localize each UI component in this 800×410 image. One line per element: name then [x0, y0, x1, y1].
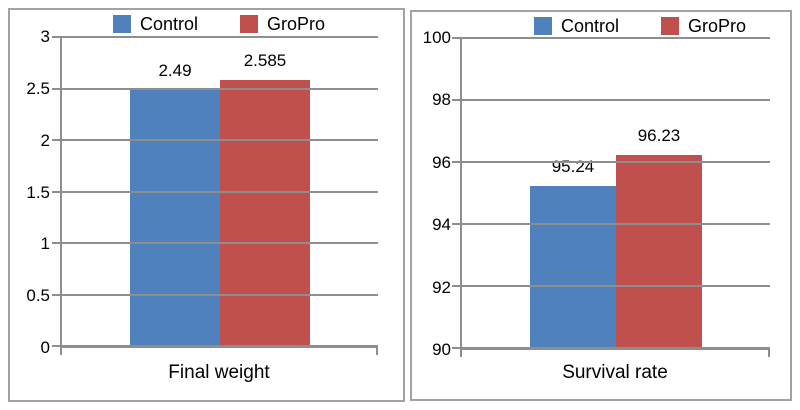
bar-group: 95.24 96.23 — [530, 38, 702, 348]
bar-gropro: 96.23 — [616, 38, 702, 348]
gridline — [452, 161, 770, 163]
gridline — [452, 37, 770, 39]
bar-rect — [130, 89, 220, 346]
x-axis-tick — [460, 350, 462, 357]
gridline — [452, 223, 770, 225]
y-tick-label: 2.5 — [26, 78, 50, 98]
gridline — [52, 87, 378, 90]
plot-area: 2.49 2.585 — [52, 36, 378, 355]
legend-item-control: Control — [533, 16, 619, 36]
y-tick-label: 100 — [422, 28, 451, 47]
legend-item-gropro: GroPro — [240, 15, 325, 33]
y-tick-label: 2 — [40, 130, 50, 150]
y-tick-label: 0.5 — [26, 286, 50, 306]
y-tick-label: 94 — [432, 215, 451, 235]
plot-area: 95.24 96.23 — [452, 37, 770, 357]
legend-label-gropro: GroPro — [267, 14, 326, 34]
data-label: 2.49 — [158, 60, 192, 80]
y-tick-label: 1.5 — [26, 182, 50, 202]
gridline — [452, 347, 770, 349]
y-tick-label: 96 — [432, 152, 451, 172]
bar-gropro: 2.585 — [220, 37, 310, 346]
y-tick-label: 98 — [432, 90, 451, 110]
legend-swatch-gropro — [240, 15, 258, 33]
legend-label-control: Control — [139, 14, 198, 34]
gridline — [52, 190, 378, 193]
bar-rect — [220, 79, 310, 346]
legend: Control GroPro — [60, 11, 378, 37]
data-label: 2.585 — [243, 50, 287, 70]
data-label: 96.23 — [637, 125, 681, 145]
gridline — [452, 285, 770, 287]
gridline — [52, 36, 378, 38]
gridline — [52, 139, 378, 142]
legend: Control GroPro — [460, 13, 770, 39]
bar-rect — [530, 185, 616, 348]
legend-swatch-control — [112, 15, 131, 33]
survival-rate-chart-panel: Control GroPro 100 98 96 94 92 90 95.24 96.23 … — [410, 10, 792, 401]
x-axis-tick — [376, 348, 378, 355]
y-tick-label: 90 — [432, 340, 451, 359]
bar-control: 95.24 — [530, 38, 616, 348]
y-tick-label: 1 — [40, 234, 50, 254]
y-tick-label: 92 — [432, 277, 451, 297]
x-axis-tick — [60, 348, 62, 355]
category-label: Final weight — [168, 362, 270, 383]
legend-item-gropro: GroPro — [661, 17, 746, 35]
gridline — [52, 293, 378, 296]
final-weight-chart-panel: Control GroPro 3 2.5 2 1.5 1 0.5 0 2.49 2.585 F… — [8, 8, 405, 402]
legend-swatch-gropro — [661, 17, 679, 35]
legend-label-control: Control — [560, 16, 619, 36]
gridline — [52, 242, 378, 245]
gridline — [452, 99, 770, 101]
y-tick-label: 3 — [40, 27, 50, 46]
bar-rect — [616, 154, 702, 348]
bar-control: 2.49 — [130, 37, 220, 346]
bar-group: 2.49 2.585 — [130, 37, 310, 346]
y-axis-labels: 3 2.5 2 1.5 1 0.5 0 — [10, 27, 52, 357]
gridline — [52, 345, 378, 347]
y-axis-labels: 100 98 96 94 92 90 — [412, 28, 453, 359]
legend-swatch-control — [533, 17, 552, 35]
category-label: Survival rate — [562, 362, 668, 383]
legend-label-gropro: GroPro — [688, 16, 747, 36]
x-axis-tick — [768, 350, 770, 357]
legend-item-control: Control — [112, 14, 198, 34]
y-tick-label: 0 — [40, 338, 50, 357]
